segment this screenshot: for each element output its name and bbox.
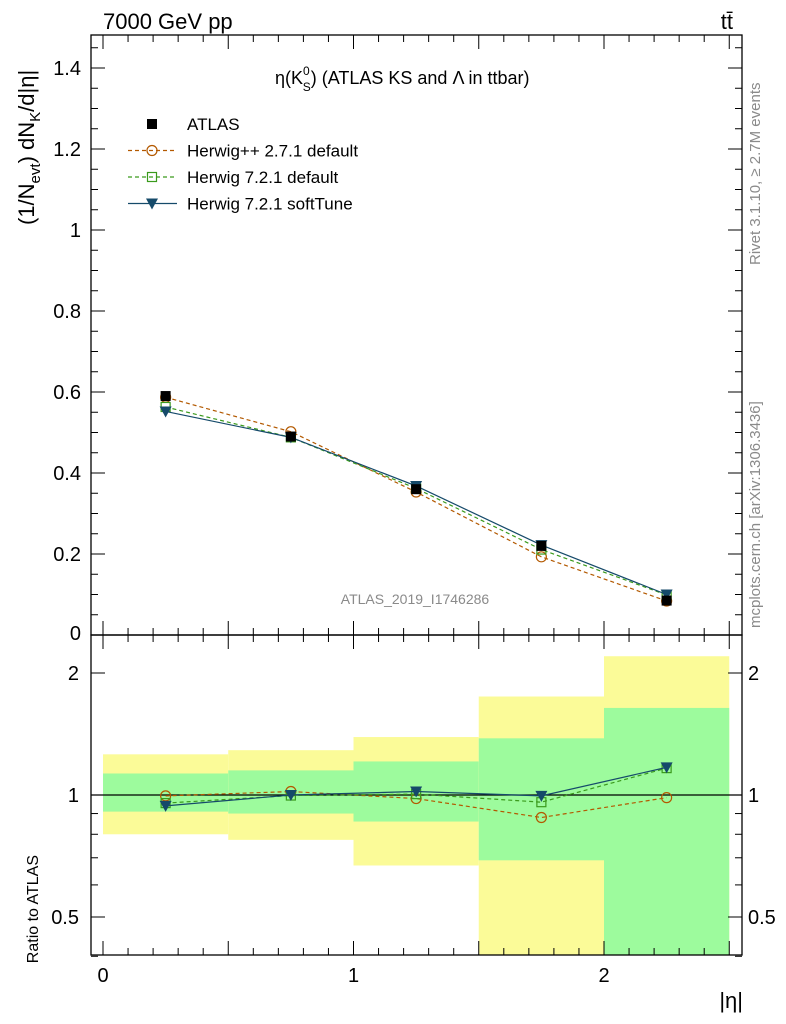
- legend: ATLAS Herwig++ 2.7.1 default Herwig 7.2.1 …: [128, 115, 358, 214]
- main-series-2-line: [165, 406, 667, 596]
- main-title: η(K0 S) (ATLAS KS and Λ in ttbar): [275, 64, 530, 94]
- x-tick-label-0: 0: [97, 965, 108, 987]
- ratio-y-tick-label-right-0: 0.5: [748, 907, 776, 929]
- main-series-layer: [159, 391, 673, 607]
- analysis-watermark: ATLAS_2019_I1746286: [341, 591, 490, 607]
- ratio-series-0-point-3: [535, 811, 547, 824]
- rivet-label: Rivet 3.1.10, ≥ 2.7M events: [747, 83, 764, 266]
- x-tick-label-2: 2: [598, 965, 609, 987]
- legend-marker-1: [146, 144, 158, 157]
- x-tick-label-1: 1: [348, 965, 359, 987]
- ratio-series-0-point-0: [160, 790, 172, 802]
- main-series-1-line: [165, 396, 667, 602]
- ratio-y-tick-label-right-1: 1: [748, 785, 759, 807]
- main-series-3-point-4: [660, 589, 673, 601]
- axes-layer: 0 1 2 0.2 0.4 0.6 0.8 1 1.2 1.4 0 0.5 0.5 1 1 2 2: [51, 34, 776, 987]
- ratio-series-2-point-0: [159, 800, 172, 812]
- ratio-series-2-point-3: [535, 790, 548, 802]
- ratio-y-tick-label-left-2: 2: [68, 663, 79, 685]
- main-y-tick-label-2: 0.6: [53, 382, 81, 404]
- main-y-tick-label-4: 1: [70, 220, 81, 242]
- ratio-series-2-point-1: [284, 790, 297, 801]
- ratio-series-2-point-4: [660, 762, 673, 774]
- main-series-3-point-0: [159, 406, 172, 418]
- ratio-y-tick-label-left-0: 0.5: [51, 907, 79, 929]
- legend-label-1: Herwig++ 2.7.1 default: [187, 142, 358, 161]
- ratio-y-tick-label-right-2: 2: [748, 663, 759, 685]
- ratio-y-tick-label-left-1: 1: [68, 785, 79, 807]
- main-series-3-line: [165, 410, 667, 596]
- main-y-tick-label-6: 1.4: [53, 58, 81, 80]
- legend-label-0: ATLAS: [187, 115, 240, 134]
- energy-label: 7000 GeV pp: [103, 9, 233, 34]
- ratio-series-2-point-2: [410, 786, 423, 798]
- legend-marker-0: [147, 119, 157, 129]
- main-y-tick-label-5: 1.2: [53, 139, 81, 161]
- legend-label-2: Herwig 7.2.1 default: [187, 168, 338, 187]
- main-y-tick-label-0: 0.2: [53, 544, 81, 566]
- ratio-series-0-point-4: [661, 792, 673, 804]
- main-y-tick-label-7: 0: [70, 623, 81, 645]
- main-y-axis-label: (1/Nevt) dNK/d|η|: [14, 70, 44, 225]
- legend-label-3: Herwig 7.2.1 softTune: [187, 195, 353, 214]
- ratio-bands: [103, 656, 730, 955]
- x-axis-label: |η|: [719, 988, 743, 1013]
- ratio-y-axis-label: Ratio to ATLAS: [25, 855, 42, 963]
- main-y-tick-label-3: 0.8: [53, 301, 81, 323]
- main-y-tick-label-1: 0.4: [53, 463, 81, 485]
- legend-marker-2: [146, 171, 158, 183]
- mcplots-label: mcplots.cern.ch [arXiv:1306.3436]: [747, 401, 764, 628]
- legend-marker-3: [146, 198, 158, 210]
- ratio-band-inner-4: [604, 707, 730, 955]
- ratio-series-layer: [159, 762, 673, 824]
- process-label: tt̄: [721, 9, 733, 34]
- main-series-1-point-3: [535, 551, 547, 563]
